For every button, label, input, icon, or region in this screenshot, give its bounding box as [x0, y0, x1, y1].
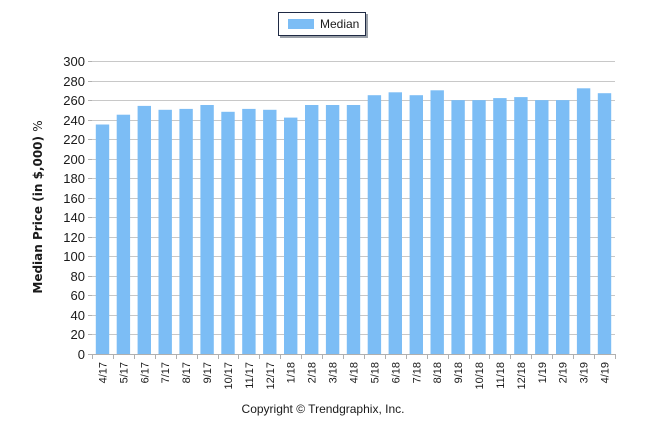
bar-1/19: [535, 100, 549, 354]
x-tick-label: 12/17: [265, 362, 277, 390]
bar-4/19: [597, 93, 612, 354]
y-tick-label: 0: [78, 347, 85, 362]
y-tick-label: 20: [71, 327, 85, 342]
y-tick-label: 200: [63, 152, 85, 167]
x-tick-label: 1/18: [286, 362, 298, 383]
x-tick-label: 4/18: [349, 362, 361, 383]
bar-7/18: [409, 95, 423, 354]
bar-10/17: [221, 111, 235, 354]
x-tick-label: 7/18: [411, 362, 423, 383]
y-tick-label: 160: [63, 191, 85, 206]
bar-3/18: [325, 105, 340, 354]
bar-5/18: [367, 95, 382, 354]
bar-11/17: [242, 108, 256, 355]
bar-6/18: [388, 92, 402, 355]
y-tick-label: 300: [63, 54, 85, 69]
x-tick-label: 12/18: [516, 362, 528, 390]
y-tick-label: 140: [63, 210, 85, 225]
x-tick-label: 4/17: [98, 362, 110, 383]
x-tick-label: 8/17: [181, 362, 193, 383]
y-tick-label: 260: [63, 93, 85, 108]
y-tick-label: 220: [63, 132, 85, 147]
x-tick-label: 8/18: [432, 362, 444, 383]
x-tick-label: 7/17: [160, 362, 172, 383]
bar-1/18: [284, 117, 298, 354]
y-tick-label: 280: [63, 74, 85, 89]
y-axis-label-text: Median Price (in $,000): [31, 135, 45, 294]
bar-4/17: [95, 124, 110, 354]
bar-6/17: [137, 105, 151, 355]
bar-11/18: [493, 98, 507, 354]
y-axis-label-suffix: %: [31, 120, 45, 132]
x-tick-label: 5/18: [369, 362, 381, 383]
copyright-text: Copyright © Trendgraphix, Inc.: [241, 402, 405, 416]
bar-series-median: [95, 88, 612, 355]
y-tick-label: 80: [71, 269, 85, 284]
bar-2/18: [305, 105, 319, 354]
bar-12/18: [514, 97, 528, 354]
y-tick-label: 100: [63, 249, 85, 264]
bar-7/17: [158, 109, 172, 354]
x-tick-label: 1/19: [537, 362, 549, 383]
x-tick-label: 9/17: [202, 362, 214, 383]
y-tick-label: 120: [63, 230, 85, 245]
x-tick-label: 2/18: [307, 362, 319, 383]
x-tick-label: 3/18: [328, 362, 340, 383]
x-tick-label: 2/19: [558, 362, 570, 383]
bar-3/19: [576, 88, 591, 355]
y-axis-ticks: 0 20 40 60 80 100 120 140 160 180 200 220 240 260 280 3…: [63, 54, 92, 362]
bar-10/18: [472, 100, 486, 354]
x-axis-ticks: 4/17 5/17 6/17 7/17 8/17 9/17 10/17 11/17 12/17 1…: [92, 354, 616, 390]
bar-2/19: [556, 100, 570, 354]
x-tick-label: 11/17: [244, 362, 256, 389]
y-tick-label: 40: [71, 308, 85, 323]
x-tick-label: 6/18: [390, 362, 402, 383]
bar-8/18: [430, 90, 444, 355]
y-tick-label: 240: [63, 113, 85, 128]
bar-9/17: [200, 105, 214, 354]
x-tick-label: 9/18: [453, 362, 465, 383]
y-axis-label: Median Price (in $,000) %: [31, 120, 45, 293]
bar-8/17: [179, 108, 193, 355]
y-tick-label: 60: [71, 288, 85, 303]
x-tick-label: 10/17: [223, 362, 235, 390]
bar-12/17: [263, 109, 277, 354]
bar-4/18: [346, 105, 361, 354]
bar-5/17: [116, 114, 131, 354]
y-tick-label: 180: [63, 171, 85, 186]
bar-9/18: [451, 100, 465, 354]
legend-label-median: Median: [320, 17, 360, 31]
x-tick-label: 3/19: [579, 362, 591, 383]
x-tick-label: 10/18: [474, 362, 486, 390]
x-tick-label: 6/17: [139, 362, 151, 383]
x-tick-label: 11/18: [495, 362, 507, 389]
legend-swatch-median: [288, 19, 314, 29]
legend: Median: [278, 12, 366, 36]
x-tick-label: 5/17: [118, 362, 130, 383]
x-tick-label: 4/19: [600, 362, 612, 383]
